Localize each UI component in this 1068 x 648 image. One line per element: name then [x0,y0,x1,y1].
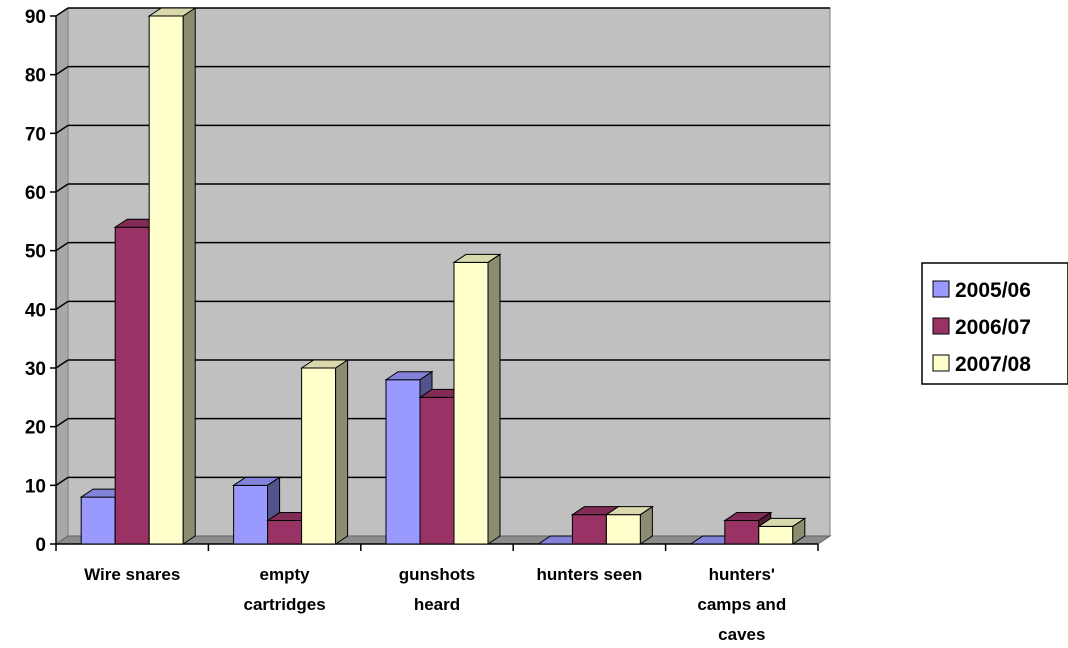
y-tick-label: 0 [35,535,46,556]
bar-side [335,359,349,545]
gridline-side [55,359,69,369]
gridline-side [55,7,69,17]
gridline-side [55,66,69,76]
bar [147,7,197,545]
gridline-side [55,300,69,310]
bar-side [792,517,806,545]
y-tick-label: 20 [25,418,46,439]
side-wall [55,7,69,545]
bar-side [487,253,501,545]
x-category-label: gunshots heard [399,565,476,614]
bar-front [233,484,269,545]
bar-side [639,505,653,545]
bar [604,505,655,545]
bar-front [385,379,421,545]
bar-side [182,7,196,545]
bar [452,253,502,545]
y-tick-label: 50 [25,242,46,263]
x-category-label: hunters' camps and caves [697,565,786,643]
bar-front [114,226,150,545]
gridline-side [55,183,69,193]
gridline-side [55,124,69,134]
x-category-labels: Wire snares empty cartridges gunshots heard h… [84,565,786,644]
x-category-label: hunters seen [536,565,642,584]
bar-front [724,520,760,545]
legend-swatch [932,280,950,298]
bar-front [267,520,303,545]
x-category-label: empty cartridges [243,565,325,614]
bar-front [148,15,184,545]
bar-front [419,396,455,545]
bar-front [758,525,794,545]
y-tick-label: 60 [25,183,46,204]
y-tick-labels: 0 10 20 30 40 50 60 70 80 90 [25,7,46,556]
bar-front [605,514,641,545]
bar-front [453,261,489,545]
bar-front [571,514,607,545]
gridline-side [55,476,69,486]
gridline-side [55,242,69,252]
x-category-label: Wire snares [84,565,180,584]
gridline-side [55,418,69,428]
y-tick-label: 80 [25,66,46,87]
y-tick-label: 70 [25,124,46,145]
legend-label: 2007/08 [955,353,1031,376]
bar [757,517,807,545]
bar-front [301,367,337,545]
y-tick-label: 10 [25,476,46,497]
legend-swatch [932,354,950,372]
bar [299,359,350,545]
legend-label: 2006/07 [955,316,1031,339]
bars [79,7,807,545]
y-tick-label: 30 [25,359,46,380]
bar-front [80,496,116,545]
y-tick-label: 40 [25,300,46,321]
legend: 2005/06 2006/07 2007/08 [921,262,1068,385]
legend-label: 2005/06 [955,279,1031,302]
legend-swatch [932,317,950,335]
y-tick-label: 90 [25,7,46,28]
